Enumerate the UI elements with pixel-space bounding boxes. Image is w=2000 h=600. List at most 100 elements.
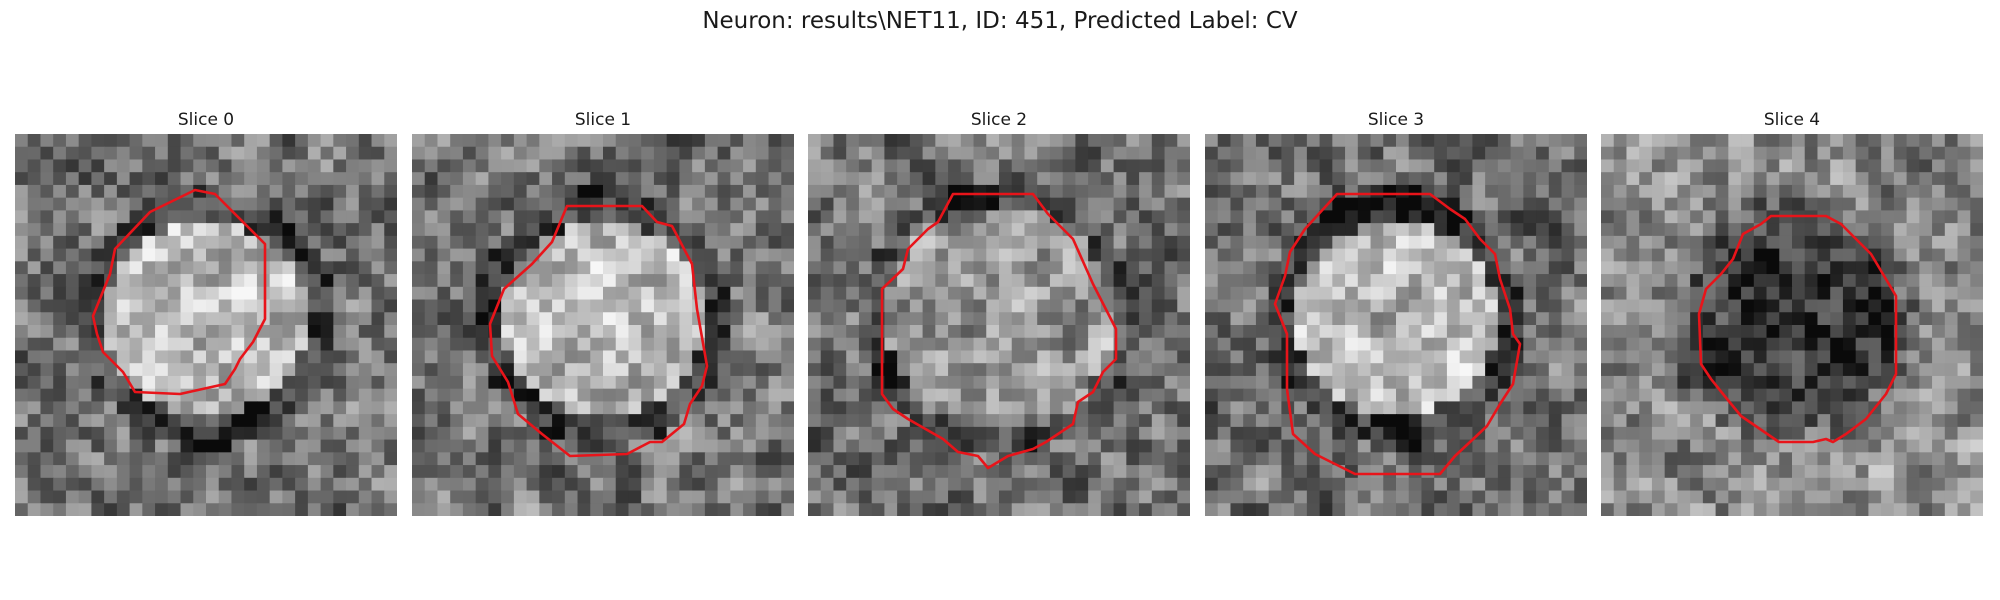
pixel-cell: [1268, 477, 1282, 492]
pixel-cell: [615, 299, 630, 313]
pixel-cell: [973, 337, 987, 352]
pixel-cell: [986, 337, 1000, 352]
pixel-cell: [333, 337, 347, 352]
pixel-cell: [501, 490, 515, 504]
pixel-cell: [1396, 426, 1410, 441]
pixel-cell: [513, 134, 528, 148]
pixel-cell: [603, 197, 617, 211]
pixel-cell: [1766, 414, 1780, 428]
pixel-cell: [1408, 388, 1423, 402]
pixel-cell: [1126, 363, 1140, 377]
pixel-cell: [104, 235, 118, 250]
pixel-cell: [1626, 426, 1640, 441]
pixel-cell: [384, 350, 397, 364]
pixel-cell: [1817, 490, 1831, 504]
pixel-cell: [1574, 312, 1587, 326]
pixel-cell: [1881, 248, 1895, 262]
pixel-cell: [142, 388, 156, 402]
pixel-cell: [1677, 197, 1691, 211]
pixel-cell: [768, 401, 782, 415]
pixel-cell: [730, 477, 744, 492]
pixel-cell: [820, 490, 835, 504]
pixel-cell: [1741, 159, 1755, 173]
pixel-cell: [437, 477, 451, 492]
pixel-cell: [1548, 477, 1563, 492]
pixel-cell: [1396, 490, 1410, 504]
pixel-cell: [564, 477, 579, 492]
pixel-cell: [1139, 337, 1153, 352]
pixel-cell: [412, 337, 426, 352]
pixel-cell: [1957, 375, 1971, 390]
pixel-cell: [180, 490, 194, 504]
pixel-cell: [1446, 465, 1461, 479]
pixel-cell: [320, 134, 334, 148]
pixel-cell: [1639, 248, 1653, 262]
pixel-cell: [462, 210, 477, 224]
pixel-cell: [653, 375, 668, 390]
pixel-cell: [1741, 452, 1755, 466]
pixel-cell: [590, 426, 604, 441]
pixel-cell: [1164, 452, 1178, 466]
pixel-cell: [501, 172, 515, 186]
pixel-cell: [1319, 274, 1333, 288]
pixel-cell: [935, 248, 949, 262]
pixel-cell: [1497, 477, 1512, 492]
pixel-cell: [1893, 159, 1908, 173]
pixel-cell: [1357, 248, 1372, 262]
pixel-cell: [1177, 477, 1190, 492]
pixel-cell: [1728, 159, 1742, 173]
pixel-cell: [897, 388, 911, 402]
pixel-cell: [1459, 312, 1473, 326]
pixel-cell: [871, 503, 885, 516]
pixel-cell: [1294, 274, 1308, 288]
pixel-cell: [1446, 426, 1461, 441]
pixel-cell: [1677, 235, 1691, 250]
pixel-cell: [307, 401, 322, 415]
pixel-cell: [653, 490, 668, 504]
pixel-cell: [1139, 375, 1153, 390]
pixel-cell: [384, 159, 397, 173]
pixel-cell: [1357, 312, 1372, 326]
pixel-cell: [935, 274, 949, 288]
pixel-cell: [1139, 477, 1153, 492]
pixel-cell: [1421, 426, 1435, 441]
pixel-cell: [577, 184, 591, 199]
pixel-cell: [999, 337, 1013, 352]
pixel-cell: [1536, 439, 1550, 453]
pixel-cell: [1205, 197, 1219, 211]
pixel-cell: [1100, 426, 1115, 441]
pixel-cell: [1932, 299, 1946, 313]
pixel-cell: [603, 490, 617, 504]
pixel-cell: [717, 375, 731, 390]
pixel-cell: [1497, 350, 1512, 364]
pixel-cell: [1561, 248, 1575, 262]
pixel-cell: [1855, 134, 1869, 148]
pixel-cell: [833, 477, 847, 492]
pixel-cell: [244, 490, 258, 504]
pixel-cell: [412, 223, 426, 237]
pixel-cell: [488, 197, 502, 211]
pixel-cell: [1702, 197, 1717, 211]
pixel-cell: [1855, 490, 1869, 504]
pixel-cell: [973, 184, 987, 199]
pixel-cell: [371, 401, 385, 415]
pixel-cell: [1357, 159, 1372, 173]
pixel-cell: [129, 261, 143, 275]
pixel-cell: [781, 465, 794, 479]
pixel-cell: [909, 172, 924, 186]
pixel-cell: [1370, 401, 1384, 415]
pixel-cell: [999, 286, 1013, 301]
pixel-cell: [1408, 134, 1423, 148]
pixel-cell: [730, 312, 744, 326]
pixel-cell: [180, 452, 194, 466]
pixel-cell: [1510, 439, 1524, 453]
pixel-cell: [1230, 223, 1244, 237]
pixel-cell: [1561, 325, 1575, 339]
pixel-cell: [1306, 235, 1321, 250]
pixel-cell: [346, 146, 360, 161]
pixel-cell: [628, 210, 642, 224]
pixel-cell: [437, 375, 451, 390]
pixel-cell: [999, 312, 1013, 326]
pixel-cell: [1766, 363, 1780, 377]
pixel-cell: [142, 477, 156, 492]
